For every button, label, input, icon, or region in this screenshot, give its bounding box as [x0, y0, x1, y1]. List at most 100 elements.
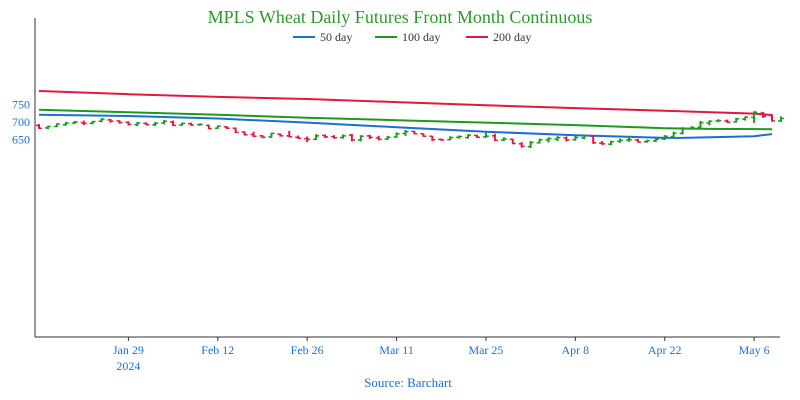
ohlc-bar — [652, 138, 659, 143]
x-tick-sublabel: 2024 — [116, 359, 140, 373]
ohlc-bar — [491, 133, 498, 142]
ohlc-bar — [751, 111, 758, 123]
ohlc-bar — [339, 134, 346, 139]
ohlc-bar — [205, 124, 212, 130]
ohlc-bar — [724, 119, 731, 124]
ohlc-bar — [572, 135, 579, 141]
ohlc-bar — [402, 129, 409, 136]
ohlc-bar — [509, 138, 516, 145]
ohlc-bar — [134, 121, 141, 127]
x-tick-label: May 6 — [739, 343, 770, 357]
ohlc-bar — [313, 134, 320, 141]
ohlc-bar — [170, 120, 177, 127]
chart-title: MPLS Wheat Daily Futures Front Month Con… — [208, 7, 593, 27]
ohlc-bars — [36, 111, 784, 149]
ohlc-bar — [411, 130, 418, 135]
ohlc-bar — [777, 116, 784, 122]
ohlc-bar — [420, 133, 427, 137]
ohlc-bar — [143, 122, 150, 126]
ohlc-bar — [500, 137, 507, 142]
ohlc-bar — [769, 114, 775, 122]
ohlc-bar — [277, 133, 284, 137]
x-tick-label: Feb 12 — [201, 343, 234, 357]
ma-line-200-day — [38, 90, 773, 116]
ohlc-bar — [429, 135, 436, 142]
y-axis-ticks: 650 700 750 — [12, 98, 30, 147]
ohlc-bar — [617, 138, 624, 143]
ohlc-bar — [474, 134, 481, 138]
x-tick-label: Apr 8 — [562, 343, 590, 357]
ohlc-bar — [223, 126, 230, 129]
ohlc-bar — [125, 121, 132, 126]
ohlc-bar — [456, 135, 463, 139]
ohlc-bar — [357, 135, 364, 142]
ohlc-bar — [581, 134, 588, 140]
ohlc-bar — [241, 131, 248, 136]
ohlc-bar — [625, 135, 632, 142]
ohlc-bar — [715, 119, 722, 123]
ma-line-100-day — [38, 108, 773, 131]
ohlc-bar — [393, 132, 400, 138]
ohlc-bar — [286, 130, 293, 138]
ohlc-bar — [250, 131, 257, 138]
ohlc-bar — [330, 135, 337, 139]
ohlc-bar — [366, 134, 373, 139]
y-tick-label: 700 — [12, 115, 30, 129]
ohlc-bar — [295, 135, 302, 140]
ohlc-bar — [679, 127, 686, 135]
source-label: Source: Barchart — [364, 375, 452, 390]
ohlc-bar — [760, 111, 767, 118]
ohlc-bar — [348, 133, 355, 142]
ohlc-bar — [322, 134, 329, 138]
y-tick-label: 650 — [12, 132, 30, 146]
ohlc-bar — [688, 126, 695, 130]
ohlc-bar — [80, 120, 87, 126]
ohlc-bar — [116, 120, 123, 124]
ohlc-bar — [697, 120, 704, 129]
y-tick-label: 750 — [12, 98, 30, 112]
ohlc-bar — [563, 136, 570, 142]
ohlc-bar — [545, 137, 552, 143]
x-tick-label: Mar 25 — [468, 343, 503, 357]
legend-item-200-day: 200 day — [466, 30, 531, 44]
legend-label: 50 day — [320, 30, 352, 44]
ohlc-bar — [742, 116, 749, 121]
ohlc-bar — [161, 119, 168, 125]
ohlc-bar — [62, 121, 69, 126]
ohlc-bar — [187, 122, 194, 126]
ohlc-bar — [71, 120, 78, 125]
ohlc-bar — [107, 118, 114, 123]
x-tick-label: Jan 29 — [113, 343, 144, 357]
ohlc-bar — [599, 141, 606, 145]
ma-line-50-day — [38, 113, 773, 139]
axes — [34, 18, 780, 338]
ohlc-bar — [554, 136, 561, 142]
legend-label: 200 day — [493, 30, 531, 44]
ohlc-bar — [196, 123, 203, 126]
x-axis-ticks: Jan 29 2024 Feb 12 Feb 26 Mar 11 Mar 25 Apr 8 A… — [113, 337, 770, 373]
moving-average-lines — [38, 90, 773, 139]
ohlc-bar — [706, 120, 713, 126]
ohlc-bar — [179, 122, 186, 126]
ohlc-bar — [214, 125, 221, 129]
ohlc-bar — [527, 141, 534, 149]
ohlc-bar — [661, 135, 668, 141]
ohlc-bar — [465, 134, 472, 139]
ohlc-bar — [634, 138, 641, 143]
ohlc-bar — [482, 132, 489, 138]
ohlc-bar — [98, 118, 105, 123]
ohlc-bar — [268, 132, 275, 138]
ohlc-bar — [375, 135, 382, 141]
legend-item-50-day: 50 day — [293, 30, 352, 44]
legend: 50 day 100 day 200 day — [293, 30, 531, 44]
x-tick-label: Feb 26 — [291, 343, 324, 357]
ohlc-bar — [608, 140, 615, 146]
ohlc-bar — [53, 123, 60, 128]
ohlc-bar — [447, 136, 454, 141]
ohlc-bar — [89, 120, 96, 125]
ohlc-bar — [670, 131, 677, 138]
ohlc-bar — [152, 121, 159, 127]
x-tick-label: Mar 11 — [379, 343, 414, 357]
ohlc-bar — [384, 135, 391, 141]
